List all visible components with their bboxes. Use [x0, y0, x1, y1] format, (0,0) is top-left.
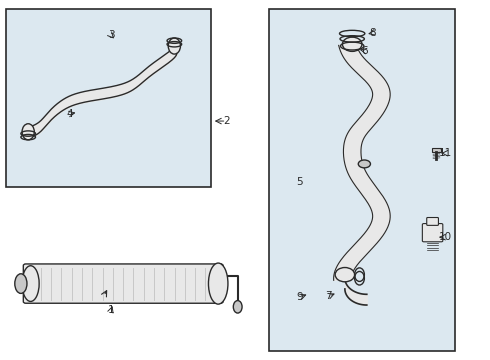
Ellipse shape — [343, 37, 362, 51]
Ellipse shape — [15, 274, 27, 293]
Bar — [270, 9, 455, 351]
Ellipse shape — [335, 267, 355, 282]
Text: 5: 5 — [296, 177, 303, 187]
FancyBboxPatch shape — [422, 224, 443, 242]
FancyBboxPatch shape — [427, 217, 439, 225]
Text: 1: 1 — [108, 305, 114, 315]
Polygon shape — [334, 43, 390, 280]
Text: 9: 9 — [296, 292, 303, 302]
Text: 10: 10 — [439, 232, 452, 242]
Text: 2: 2 — [223, 116, 230, 126]
Ellipse shape — [233, 301, 242, 313]
Ellipse shape — [168, 38, 180, 54]
FancyBboxPatch shape — [24, 264, 223, 303]
Ellipse shape — [208, 263, 228, 304]
Text: 11: 11 — [439, 148, 452, 158]
Text: 4: 4 — [66, 109, 73, 119]
Ellipse shape — [358, 160, 370, 168]
Bar — [432, 148, 441, 152]
Text: 7: 7 — [325, 291, 332, 301]
Ellipse shape — [22, 266, 39, 301]
Bar — [6, 9, 211, 187]
Text: 8: 8 — [369, 28, 376, 38]
Text: 3: 3 — [108, 30, 114, 40]
Ellipse shape — [22, 124, 34, 140]
Text: 6: 6 — [361, 46, 368, 56]
